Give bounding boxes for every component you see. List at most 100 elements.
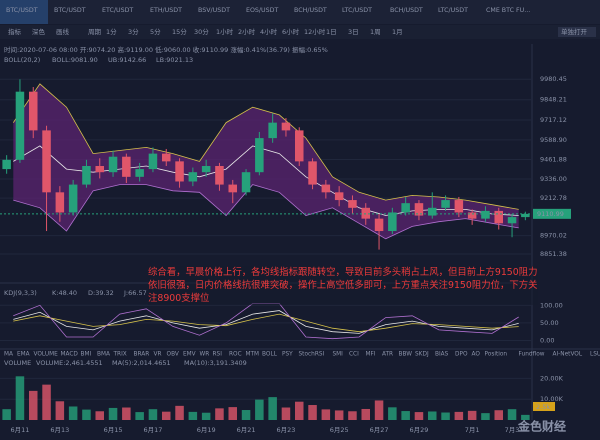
indicator-tab[interactable]: OBV [167,352,179,358]
indicator-tab[interactable]: WR [200,352,210,358]
period[interactable]: 2小时 [238,27,256,36]
volume-bar [494,410,504,420]
dropdown[interactable] [558,27,596,37]
indicator-tab[interactable]: SMI [333,352,344,358]
candle-body [441,200,450,208]
period[interactable]: 6小时 [282,27,300,36]
dropdown-label[interactable]: 单独打开 [561,27,588,36]
period[interactable]: 5分 [150,27,161,36]
indicator-tab[interactable]: MA [4,352,13,358]
toolbar-item[interactable]: 画线 [56,27,70,36]
volume-bar [42,384,51,420]
market-tab[interactable]: BCH/USDT [390,7,423,14]
market-tab[interactable]: ETH/USDT [150,7,182,14]
volume-legend: MA(5):2,014.4651 [112,359,171,367]
kdj-legend: KDJ(9,3,3) [4,289,37,297]
volume-bar [15,376,25,420]
period[interactable]: 1分 [106,27,117,36]
candle-body [228,184,238,193]
indicator-tab[interactable]: MFI [366,352,376,358]
toolbar-item[interactable]: 指标 [8,27,22,36]
period[interactable]: 30分 [194,27,209,36]
period[interactable]: 1月 [392,28,403,36]
market-tab[interactable]: LTC/USDT [342,7,372,14]
indicator-tab[interactable]: VOLUME [34,352,59,358]
indicator-tab[interactable]: TRIX [113,352,127,358]
x-tick-label: 6月27 [370,426,389,434]
volume-bar [348,411,357,420]
indicator-tab[interactable]: StochRSI [299,352,325,358]
market-tab[interactable]: BSV/USDT [198,7,230,14]
kdj-line [13,310,519,334]
volume-bar [175,405,184,420]
market-tab[interactable]: CME BTC FU... [486,7,530,14]
candle-body [175,161,184,182]
candle-body [122,156,131,177]
indicator-tab[interactable]: ROC [229,352,242,358]
last-price: 9110.99 [537,210,564,218]
indicator-tab[interactable]: AI-NetVOL [553,352,583,358]
candle-body [68,184,78,213]
indicator-tab[interactable]: VR [154,352,162,358]
indicator-tab[interactable]: DPO [455,352,468,358]
market-tab[interactable]: BTC/USDT [6,7,38,14]
volume-bar [201,412,211,420]
indicator-tab[interactable]: Fundflow [519,352,545,358]
market-tab[interactable]: BCH/USDT [294,7,327,14]
indicator-tab[interactable]: MACD [61,352,79,358]
indicator-tab[interactable]: SKDJ [415,352,429,358]
indicator-tab[interactable]: BOLL [262,352,278,358]
period[interactable]: 1周 [370,28,381,36]
y-tick-label: 9461.88 [540,156,567,164]
volume-bar [228,407,238,420]
kdj-line [13,313,519,333]
period[interactable]: 12小时 [304,27,326,36]
indicator-tab[interactable]: RSI [213,352,223,358]
indicator-tab[interactable]: EMA [17,352,30,358]
x-tick-label: 6月13 [50,426,69,434]
indicator-tab[interactable]: ATR [382,352,393,358]
period[interactable]: 4小时 [260,27,278,36]
indicator-tab[interactable]: CCI [349,352,359,358]
info: 时间:2020-07-06 08:00 开:9074.20 高:9119.00 … [4,45,328,54]
toolbar-item[interactable]: 深色 [32,27,46,36]
indicator-tab[interactable]: BMA [97,352,110,358]
kdj-legend: J:66.57 [123,289,147,297]
candle-body [2,159,11,170]
period[interactable]: 3日 [348,28,359,36]
market-tab[interactable]: ETC/USDT [102,7,133,14]
y-tick-label: 50.00 [540,319,559,327]
indicator-tab[interactable]: BIAS [435,352,449,358]
indicator-tab[interactable]: BMI [81,352,92,358]
x-tick-label: 6月21 [237,426,256,434]
candle-body [201,166,211,173]
market-tab[interactable]: BTC/USDT [54,7,86,14]
kdj-line [13,303,519,340]
indicator-tab[interactable]: EMV [183,352,196,358]
period[interactable]: 3分 [128,27,139,36]
indicator-tab[interactable]: LSUR [590,352,600,358]
y-tick-label: 9717.12 [540,116,567,124]
volume-bar [467,410,477,420]
volume-bar [148,409,158,420]
period[interactable]: 1小时 [216,27,234,36]
boll-lower [13,184,519,240]
period[interactable]: 1日 [326,28,337,36]
indicator-tab[interactable]: MTM [246,352,260,358]
volume-bar [427,411,437,420]
y-tick-label: 9980.45 [540,75,567,83]
indicator-tab[interactable]: BRAR [134,352,150,358]
indicator-tab[interactable]: PSY [282,352,293,358]
candle-body [268,122,277,139]
volume-bar [255,399,264,420]
indicator-tab[interactable]: AO [472,352,481,358]
period[interactable]: 15分 [172,27,187,36]
indicator-tab[interactable]: BBW [399,352,413,358]
market-tab[interactable]: EOS/USDT [246,7,279,14]
boll-legend: BOLL:9081.90 [52,56,98,64]
indicator-tab[interactable]: Position [485,352,508,358]
kdj-legend: D:39.32 [88,289,114,297]
candle-body [401,203,410,213]
market-tab[interactable]: LTC/USDT [438,7,468,14]
